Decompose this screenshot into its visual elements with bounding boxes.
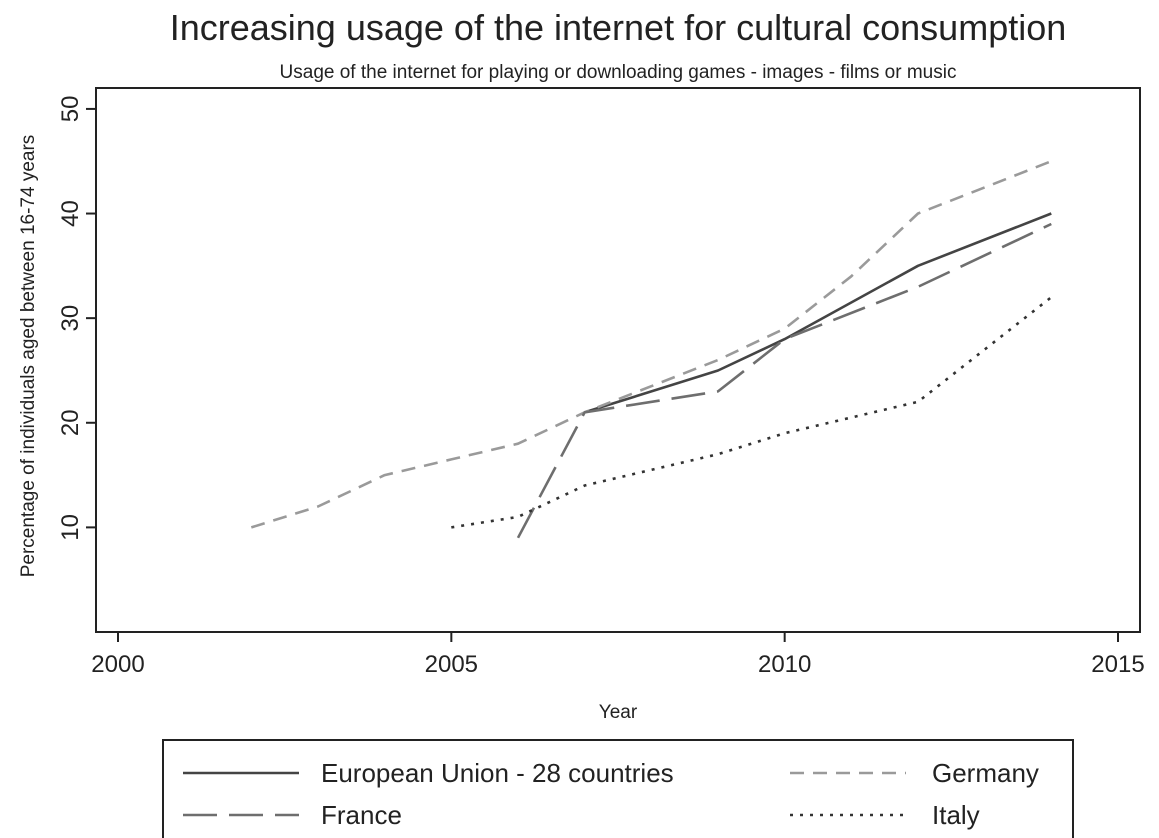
y-tick-label: 40 [57, 200, 84, 227]
y-axis: 10 20 30 40 50 [57, 96, 96, 541]
x-axis: 2000 2005 2010 2015 [91, 632, 1145, 678]
legend: European Union - 28 countries Germany Fran… [162, 739, 1074, 838]
plot-area [95, 87, 1141, 633]
y-tick-label: 50 [57, 96, 84, 123]
legend-label-3: Italy [932, 800, 980, 830]
y-tick-label: 30 [57, 305, 84, 332]
legend-label-0: European Union - 28 countries [321, 758, 674, 788]
legend-label-2: France [321, 800, 402, 830]
series-line-0 [584, 212, 1052, 414]
x-tick-label: 2010 [758, 651, 811, 678]
y-tick-label: 10 [57, 514, 84, 541]
chart-subtitle: Usage of the internet for playing or dow… [280, 62, 957, 83]
chart-title: Increasing usage of the internet for cul… [170, 7, 1067, 48]
x-tick-label: 2000 [91, 651, 144, 678]
x-tick-label: 2005 [425, 651, 478, 678]
series-line-2 [516, 222, 1052, 539]
y-axis-label: Percentage of individuals aged between 1… [18, 135, 39, 578]
y-tick-label: 20 [57, 409, 84, 436]
x-axis-label: Year [599, 702, 638, 723]
legend-label-1: Germany [932, 758, 1039, 788]
series-line-1 [250, 159, 1052, 529]
series-layer [250, 159, 1053, 539]
x-tick-label: 2015 [1091, 651, 1144, 678]
legend-box [162, 739, 1074, 838]
